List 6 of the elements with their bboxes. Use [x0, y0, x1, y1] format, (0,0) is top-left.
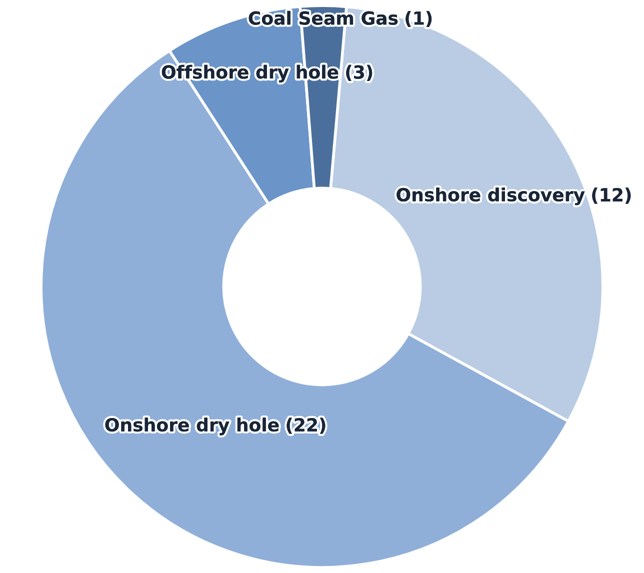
slice-label: Onshore dry hole	[105, 418, 279, 436]
data-label: (1)	[406, 10, 432, 28]
data-label: (3)	[346, 64, 372, 81]
data-label: (12)	[592, 188, 631, 204]
slice-label: Onshore discovery	[396, 188, 585, 206]
data-label: (22)	[286, 418, 326, 434]
